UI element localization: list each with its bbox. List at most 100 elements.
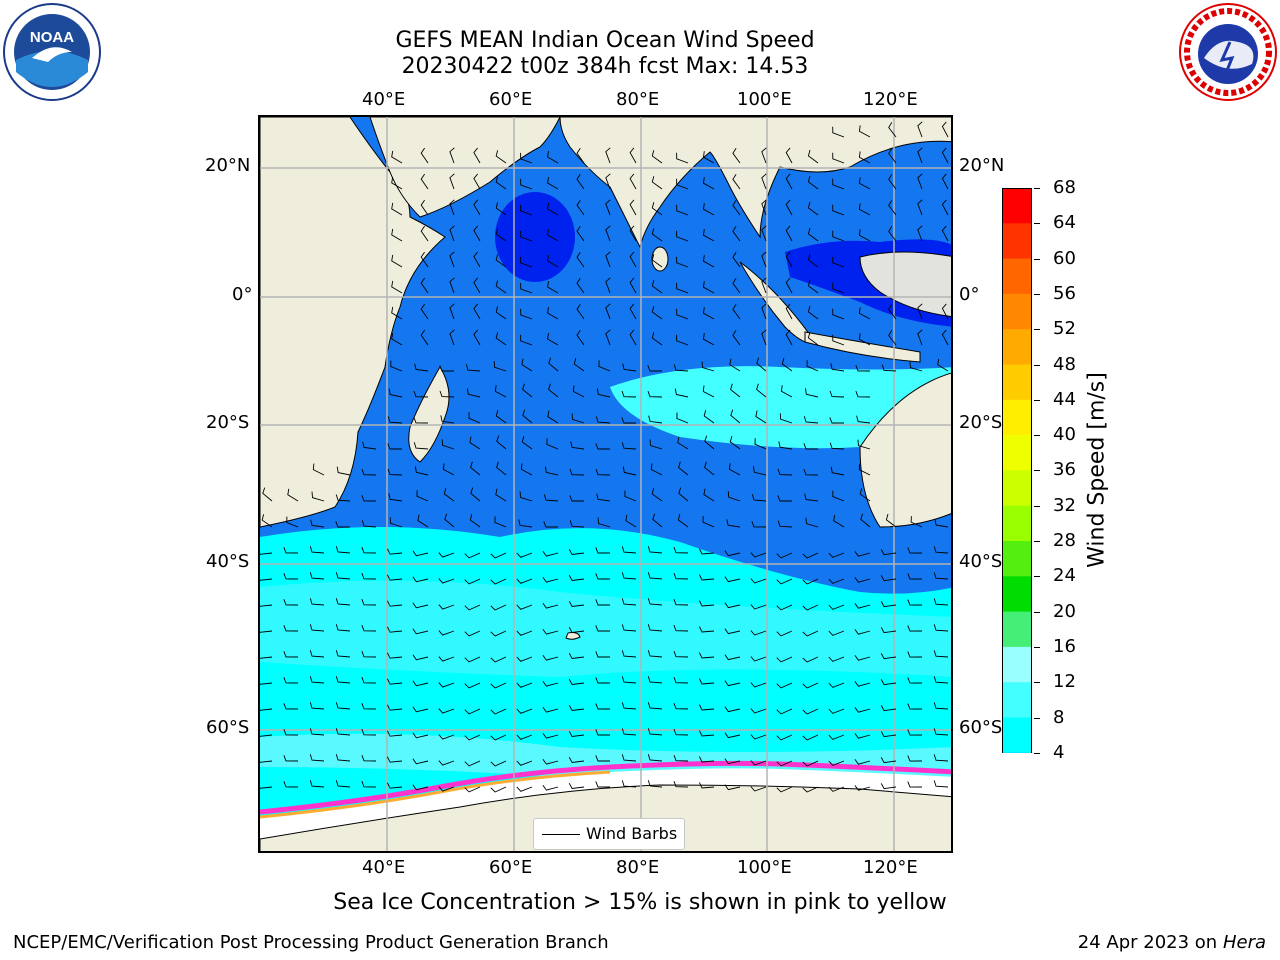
wind-barb <box>833 514 845 528</box>
wind-barb <box>548 383 559 398</box>
wind-barb <box>807 279 819 294</box>
wind-barb <box>676 308 689 320</box>
wind-barb <box>391 150 403 164</box>
colorbar-tick <box>1034 258 1040 260</box>
wind-barb <box>386 652 403 659</box>
lon-label-top: 100°E <box>737 89 792 110</box>
wind-barb <box>888 148 897 164</box>
wind-barb <box>449 199 455 216</box>
wind-barb <box>464 734 481 741</box>
wind-barb <box>516 552 533 558</box>
wind-barb <box>335 650 351 658</box>
wind-barb <box>785 303 793 320</box>
wind-barb <box>629 303 637 320</box>
wind-barb <box>629 277 637 294</box>
wind-barb <box>595 573 610 580</box>
wind-barb <box>776 734 793 741</box>
wind-barb <box>807 175 819 190</box>
wind-barb <box>312 463 325 476</box>
wind-barb <box>412 550 429 557</box>
wind-barb <box>413 390 429 398</box>
wind-barb <box>438 734 455 740</box>
wind-barb <box>361 599 377 606</box>
wind-barb <box>260 630 273 633</box>
wind-barb <box>386 730 403 737</box>
wind-barb <box>520 204 533 216</box>
wind-barb <box>724 602 741 609</box>
wind-barb <box>724 550 741 557</box>
wind-barb <box>753 466 767 476</box>
wind-barb <box>412 576 429 583</box>
legend: Wind Barbs <box>533 818 685 850</box>
wind-barb <box>776 578 793 585</box>
wind-barb <box>807 201 819 216</box>
wind-barb <box>466 388 481 398</box>
wind-barb <box>390 360 403 372</box>
wind-barb <box>260 760 273 763</box>
wind-barb <box>494 385 507 398</box>
wind-barb <box>595 547 610 554</box>
lat-label-left: 0° <box>232 284 253 305</box>
wind-barb <box>361 547 377 554</box>
wind-barb <box>698 678 715 685</box>
wind-barb <box>490 760 507 767</box>
colorbar-tick <box>1034 752 1040 754</box>
wind-barb <box>438 552 455 558</box>
wind-barb <box>807 305 819 320</box>
wind-barb <box>732 200 741 216</box>
wind-barb <box>335 676 351 684</box>
wind-barb <box>470 461 481 476</box>
wind-barb <box>933 598 949 606</box>
wind-barb <box>832 334 845 346</box>
wind-barb <box>732 252 741 268</box>
wind-barb <box>386 626 403 633</box>
wind-barb <box>854 681 871 687</box>
wind-barb <box>698 652 715 659</box>
wind-barb <box>520 282 533 294</box>
wind-barb <box>516 604 533 610</box>
wind-barb <box>621 390 637 398</box>
colorbar-segment <box>1002 611 1032 648</box>
wind-barb <box>283 599 299 606</box>
wind-barb <box>386 548 403 555</box>
wind-barb <box>941 147 949 164</box>
wind-barb <box>386 782 403 789</box>
wind-barb <box>732 330 741 346</box>
colorbar-tick <box>1034 188 1040 189</box>
wind-barb <box>570 441 585 450</box>
wind-barb <box>802 604 819 611</box>
calm-area-arabian-sea <box>495 192 575 282</box>
wind-barb <box>522 409 533 424</box>
land-kerguelen <box>565 632 581 640</box>
wind-barb <box>473 225 481 242</box>
wind-barb <box>260 552 273 555</box>
wind-barb <box>804 493 819 502</box>
wind-barb <box>495 409 507 424</box>
wind-barb <box>676 204 689 216</box>
colorbar-tick <box>1034 470 1040 472</box>
wind-barb <box>335 546 351 554</box>
wind-barb <box>647 650 663 658</box>
wind-barb <box>828 734 845 740</box>
wind-barb <box>412 732 429 739</box>
wind-barb <box>568 548 585 555</box>
wind-barb <box>361 781 377 788</box>
wind-barb <box>761 147 767 164</box>
land-sri-lanka <box>651 246 669 272</box>
wind-barb <box>917 199 923 216</box>
wind-barb <box>309 754 325 762</box>
wind-barb <box>829 417 844 424</box>
wind-barb <box>776 682 793 689</box>
wind-barb <box>576 329 585 346</box>
wind-barb <box>595 468 611 476</box>
colorbar-tick-label: 64 <box>1053 212 1076 234</box>
wind-barb <box>605 173 611 190</box>
wind-barb <box>386 678 403 685</box>
wind-barb <box>854 707 871 713</box>
wind-barb <box>880 549 897 556</box>
wind-barb <box>777 495 792 502</box>
wind-barb <box>361 755 377 762</box>
wind-barb <box>543 521 558 528</box>
wind-barb <box>568 626 585 633</box>
wind-barb <box>470 487 481 502</box>
